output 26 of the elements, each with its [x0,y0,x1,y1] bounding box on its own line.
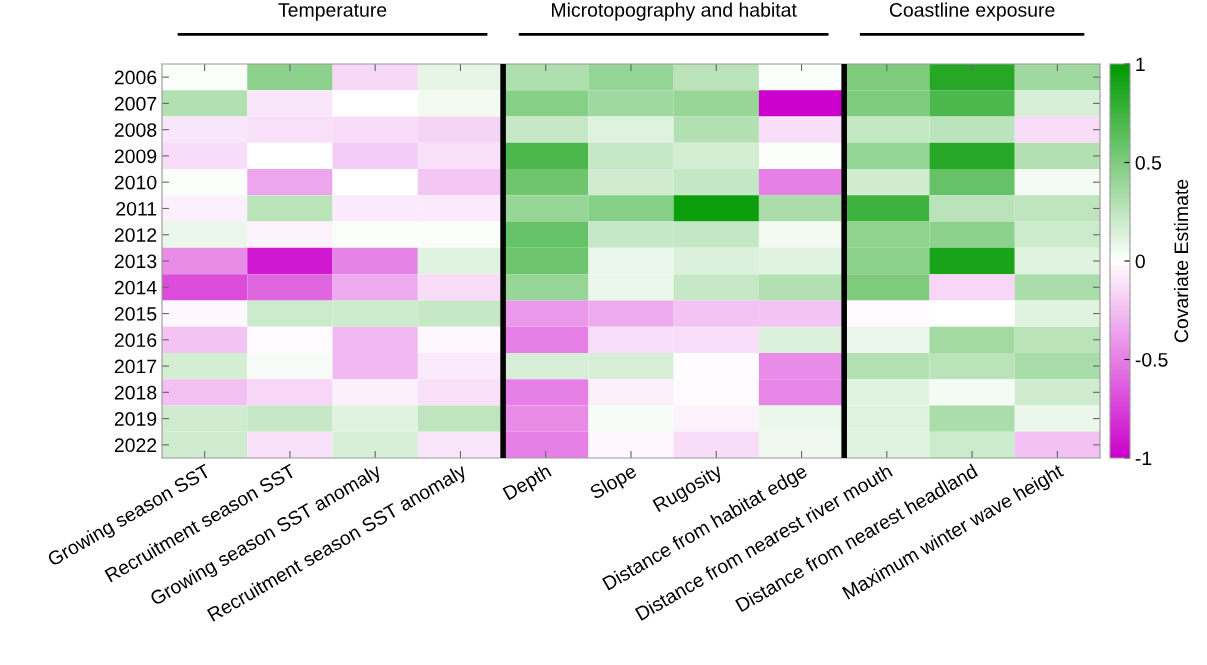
y-tick-label: 2017 [114,359,157,374]
y-tick-label: 2018 [114,385,157,400]
y-tick-label: 2007 [114,96,157,111]
y-tick-label: 2009 [114,149,157,164]
color-bar-title: Covariate Estimate [1173,179,1189,343]
y-tick-label: 2008 [114,123,157,137]
y-tick-label: 2013 [114,254,157,269]
x-tick-label: Depth [502,463,554,504]
y-tick-label: 2015 [114,307,157,321]
y-tick-label: 2011 [116,201,157,216]
y-tick-label: 2014 [114,280,157,295]
color-bar-label: -0.5 [1135,352,1168,367]
x-tick-label: Slope [588,463,640,503]
y-tick-label: 2006 [114,70,157,85]
color-bar-label: 0 [1135,254,1145,269]
color-bar-label: -1 [1135,451,1152,466]
color-bar-label: 0.5 [1135,155,1162,170]
y-tick-label: 2022 [114,438,157,453]
y-tick-label: 2016 [114,333,157,348]
y-tick-label: 2012 [114,228,157,242]
text: Temperature [278,3,387,21]
y-tick-label: 2019 [114,412,157,426]
text: Coastline exposure [889,2,1055,21]
y-tick-label: 2010 [114,175,157,190]
color-bar-label: 1 [1136,57,1145,72]
text: Microtopography and habitat [552,2,797,21]
